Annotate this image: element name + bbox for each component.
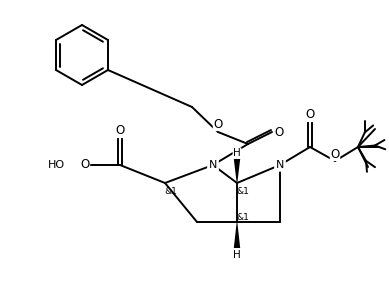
Text: N: N [209,160,217,170]
Text: O: O [274,126,284,138]
Text: O: O [305,109,315,121]
Polygon shape [234,222,240,248]
Text: HO: HO [48,160,65,170]
Text: &1: &1 [237,187,249,197]
Text: H: H [233,148,241,158]
Text: H: H [233,250,241,260]
Text: O: O [116,124,124,138]
Text: &1: &1 [237,213,249,223]
Text: &1: &1 [165,187,177,197]
Text: O: O [214,117,223,131]
Polygon shape [234,159,240,183]
Text: N: N [276,160,284,170]
Text: O: O [81,159,89,171]
Text: O: O [330,147,340,161]
